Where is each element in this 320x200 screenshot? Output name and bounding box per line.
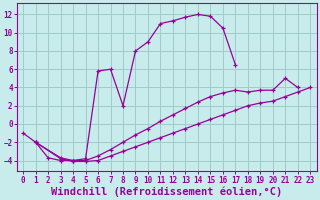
X-axis label: Windchill (Refroidissement éolien,°C): Windchill (Refroidissement éolien,°C) (51, 186, 282, 197)
